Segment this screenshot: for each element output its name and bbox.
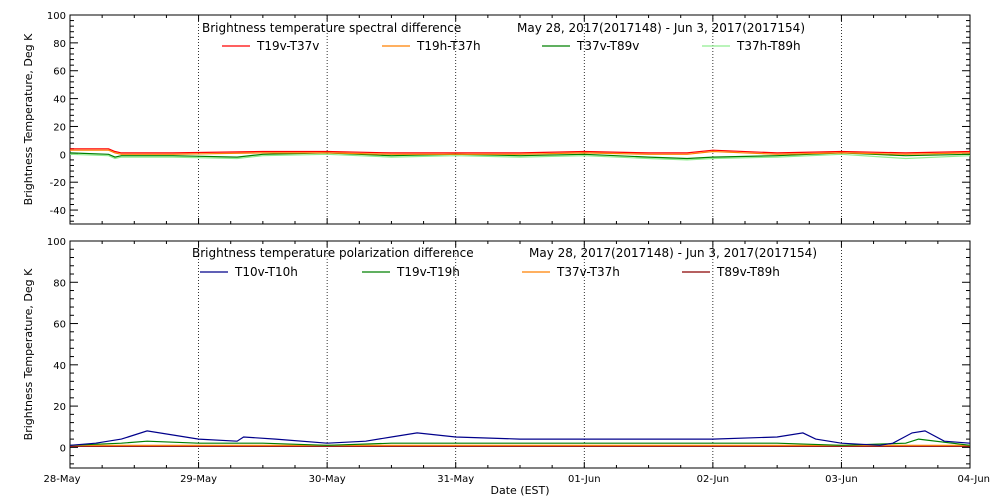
y-tick-label: 100 <box>47 11 66 22</box>
legend-label: T19v-T37v <box>256 39 319 53</box>
series-line-T37h-T89h <box>69 153 971 161</box>
y-tick-label: -20 <box>50 178 66 189</box>
y-tick-label: 40 <box>53 361 66 372</box>
legend-label: T19v-T19h <box>396 265 460 279</box>
x-tick-label: 02-Jun <box>697 474 730 485</box>
plot-frame <box>69 240 971 469</box>
x-tick-label: 29-May <box>180 474 217 485</box>
legend-label: T19h-T37h <box>416 39 481 53</box>
x-tick-label: 04-Jun <box>957 474 990 485</box>
y-tick-label: 20 <box>53 122 66 133</box>
y-tick-label: 80 <box>53 39 66 50</box>
legend-label: T37v-T89v <box>576 39 639 53</box>
series-line-T19v-T37v <box>70 148 971 154</box>
chart-panel-2: 0 20 40 60 80 100 Brightness Temperature, Deg … <box>22 237 990 497</box>
plot-frame <box>69 14 971 225</box>
chart-title: Brightness temperature polarization diff… <box>192 246 474 260</box>
y-axis-title: Brightness Temperature, Deg K <box>22 268 35 440</box>
series-line-T10v-T10h <box>69 430 971 446</box>
x-tick-label: 31-May <box>437 474 474 485</box>
x-tick-label: 01-Jun <box>568 474 601 485</box>
x-tick-label: 03-Jun <box>825 474 858 485</box>
legend-label: T37v-T37h <box>556 265 620 279</box>
y-tick-label: 80 <box>53 278 66 289</box>
chart-date-range: May 28, 2017(2017148) - Jun 3, 2017(2017… <box>517 21 805 35</box>
y-tick-label: -40 <box>50 206 66 217</box>
y-tick-label: 60 <box>53 67 66 78</box>
y-tick-label: 0 <box>60 443 66 454</box>
y-tick-label: 20 <box>53 402 66 413</box>
chart-panel-1: -40 -20 0 20 40 60 80 100 Brightness Temperature… <box>22 11 971 225</box>
x-tick-label: 28-May <box>43 474 80 485</box>
y-tick-label: 40 <box>53 95 66 106</box>
series-line-T19h-T37h <box>70 149 971 155</box>
legend-label: T37h-T89h <box>736 39 801 53</box>
chart-title: Brightness temperature spectral differen… <box>202 21 461 35</box>
y-tick-label: 60 <box>53 320 66 331</box>
y-tick-label: 0 <box>60 150 66 161</box>
legend-label: T89v-T89h <box>716 265 780 279</box>
y-axis-title: Brightness Temperature, Deg K <box>22 33 35 205</box>
y-tick-label: 100 <box>47 237 66 248</box>
x-axis-title: Date (EST) <box>490 484 549 497</box>
chart-date-range: May 28, 2017(2017148) - Jun 3, 2017(2017… <box>529 246 817 260</box>
x-tick-label: 30-May <box>309 474 346 485</box>
legend-label: T10v-T10h <box>234 265 298 279</box>
